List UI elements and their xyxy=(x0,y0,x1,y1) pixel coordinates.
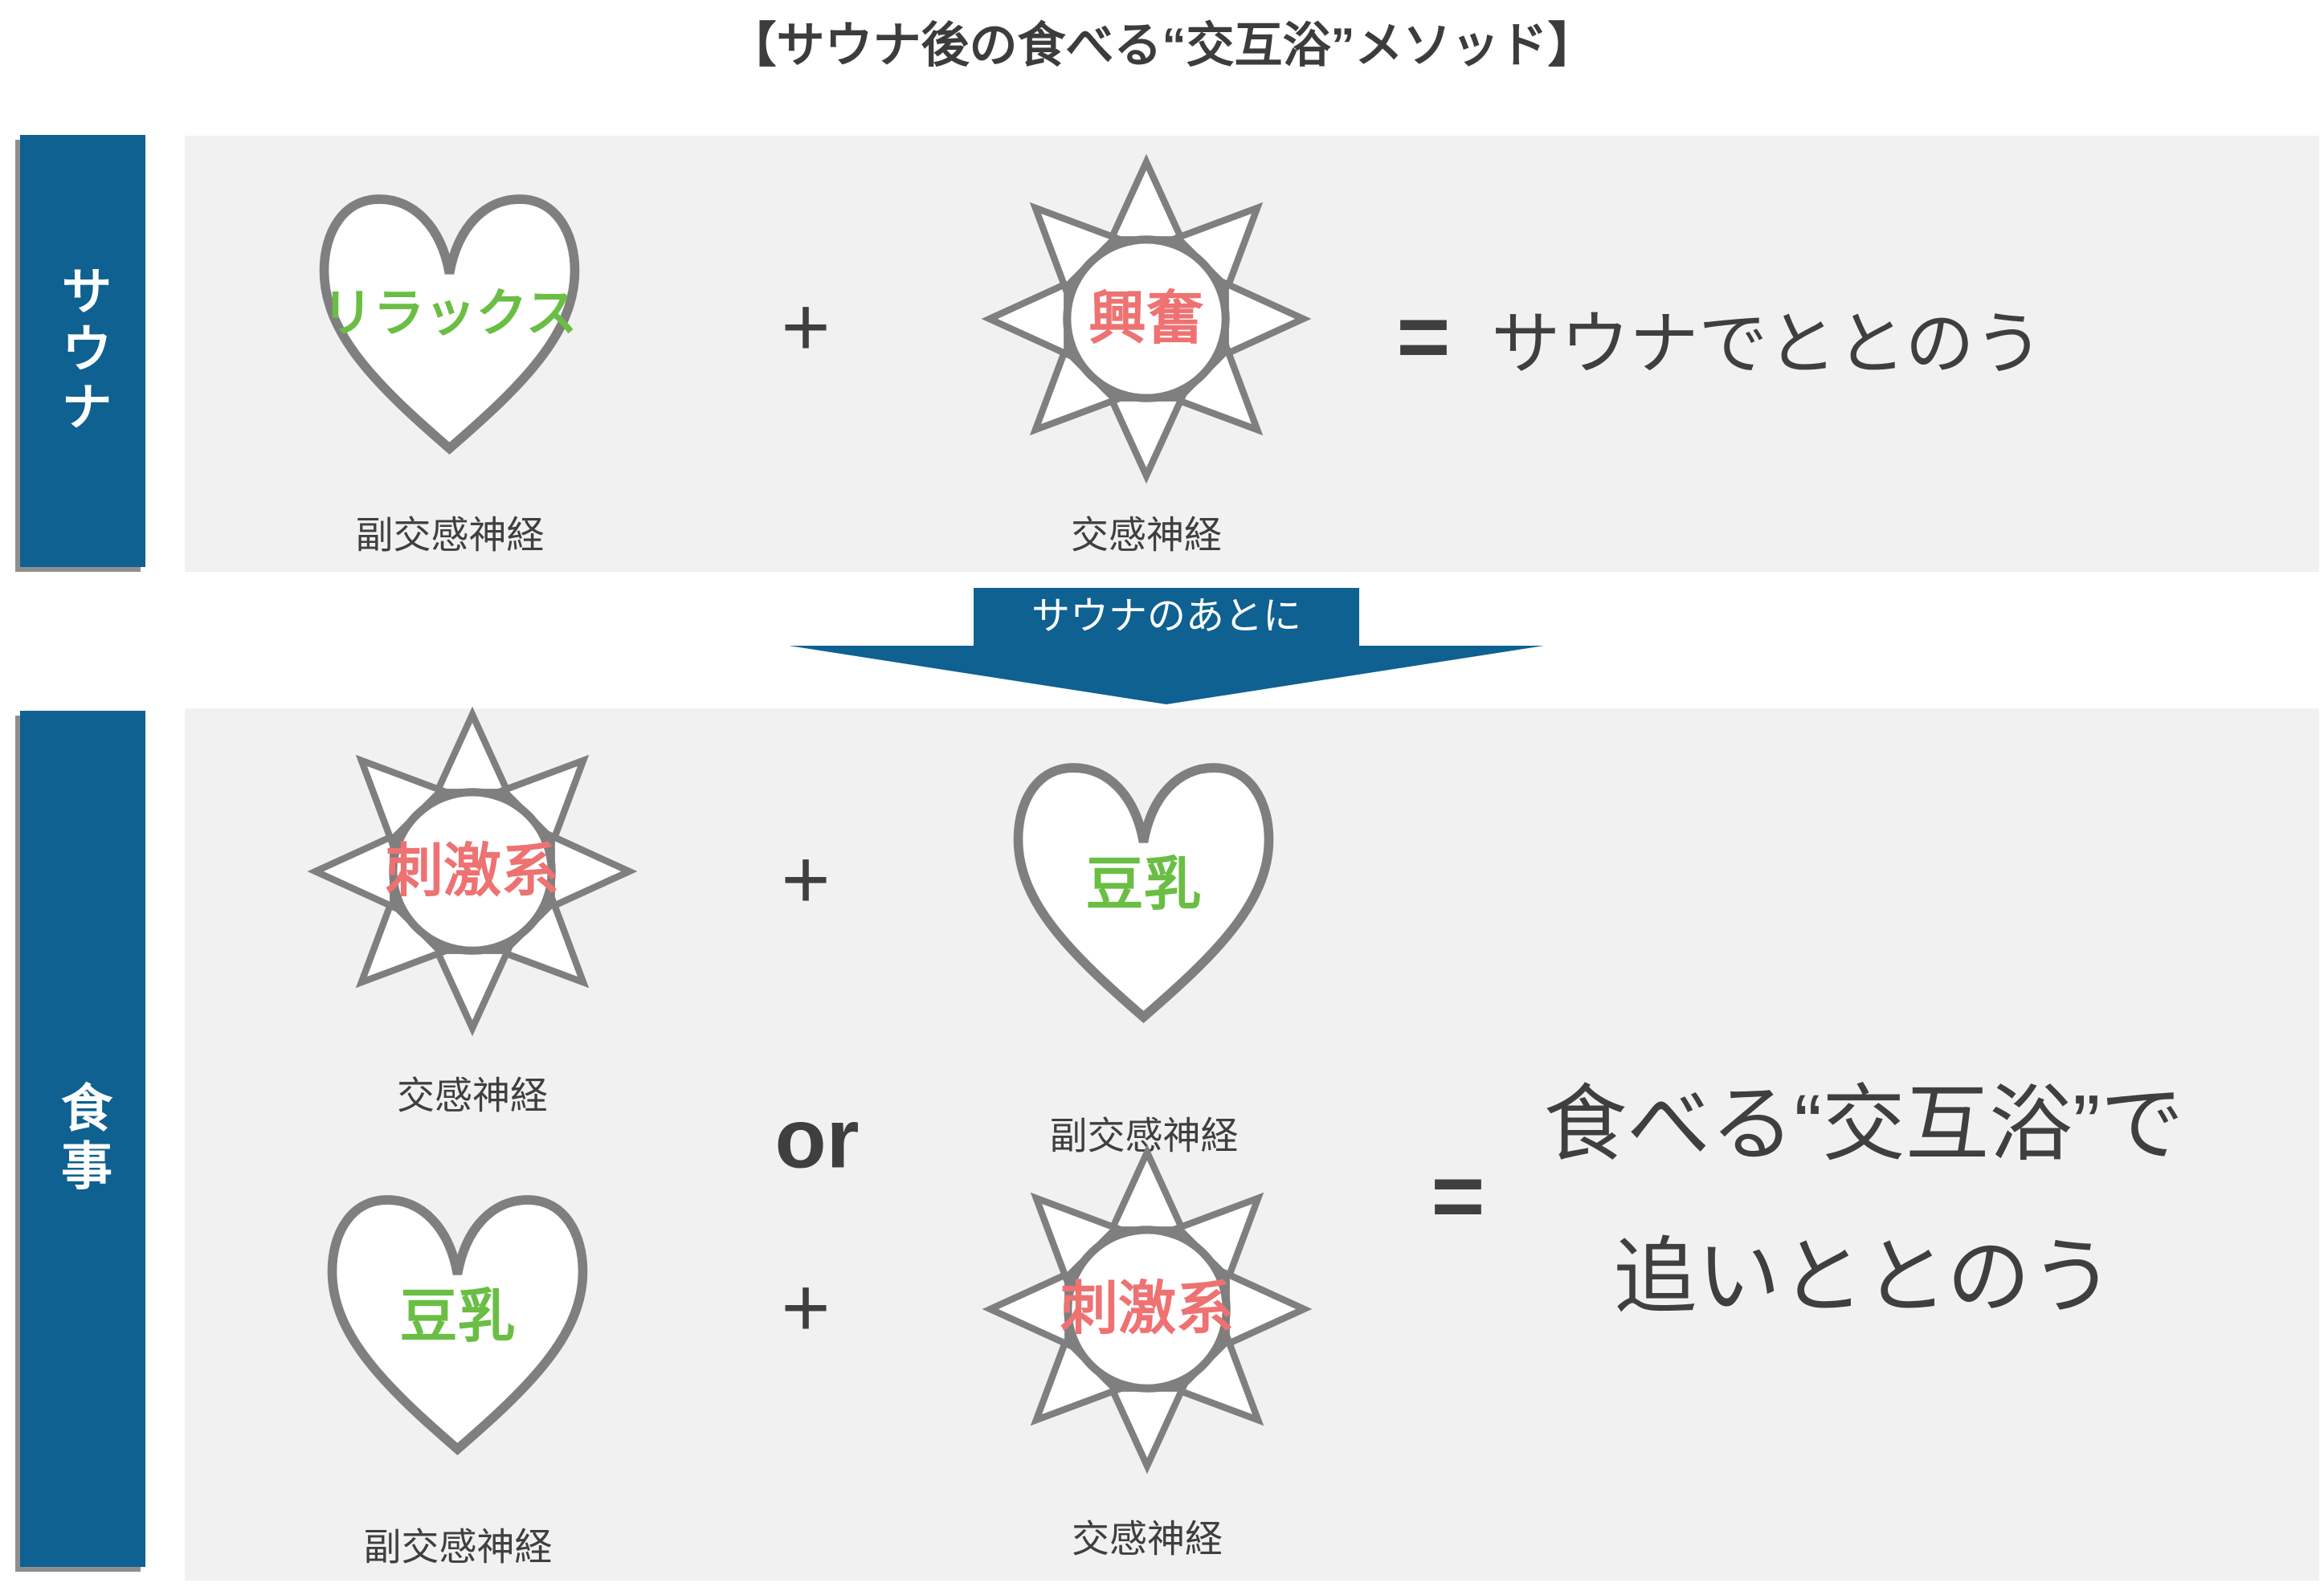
sauna-sidebar-label: サウナ xyxy=(54,264,112,438)
meal-row2-heart-caption: 副交感神経 xyxy=(363,1525,553,1569)
plus-sign: + xyxy=(781,1260,831,1355)
heart-icon xyxy=(327,1195,588,1455)
meal-row2-sun: 刺激系 xyxy=(978,1140,1316,1478)
meal-row1-heart-caption: 副交感神経 xyxy=(1049,1114,1239,1157)
meal-row1-sun-text: 刺激系 xyxy=(385,839,559,904)
sauna-heart: リラックス xyxy=(311,180,588,469)
sun-icon xyxy=(307,706,638,1037)
sun-icon xyxy=(981,153,1312,484)
down-arrow: サウナのあとに xyxy=(789,588,1544,704)
page-title: 【サウナ後の食べる“交互浴”メソッド】 xyxy=(728,18,1596,72)
down-arrow-label: サウナのあとに xyxy=(1031,595,1301,638)
meal-sidebar-label: 食事 xyxy=(54,1081,112,1197)
equals-sign: = xyxy=(1396,285,1451,389)
sauna-heart-caption: 副交感神経 xyxy=(355,513,545,557)
plus-sign: + xyxy=(781,832,831,927)
or-label: or xyxy=(774,1091,860,1186)
meal-row1-sun: 刺激系 xyxy=(304,703,641,1040)
meal-row1-heart: 豆乳 xyxy=(1005,749,1282,1038)
meal-row2-sun-caption: 交感神経 xyxy=(1072,1517,1223,1560)
meal-sidebar: 食事 xyxy=(20,711,145,1567)
sauna-sidebar: サウナ xyxy=(20,135,145,567)
sauna-result-text: サウナでととのう xyxy=(1491,305,2044,383)
heart-icon xyxy=(1013,763,1274,1023)
meal-result-line1: 食べる“交互浴”で xyxy=(1543,1078,2184,1172)
sun-icon xyxy=(982,1144,1313,1475)
down-arrow-icon xyxy=(789,588,1544,704)
meal-row2-heart: 豆乳 xyxy=(319,1181,596,1470)
sauna-sun: 興奮 xyxy=(978,150,1315,487)
meal-row1-sun-caption: 交感神経 xyxy=(397,1074,548,1117)
plus-sign: + xyxy=(781,279,831,374)
sauna-heart-text: リラックス xyxy=(321,284,578,342)
sauna-sun-caption: 交感神経 xyxy=(1071,513,1222,557)
sauna-sun-text: 興奮 xyxy=(1088,287,1204,351)
heart-icon xyxy=(319,194,580,455)
meal-row2-heart-text: 豆乳 xyxy=(399,1285,516,1349)
meal-row1-heart-text: 豆乳 xyxy=(1085,853,1202,917)
equals-sign: = xyxy=(1431,1144,1485,1248)
meal-row2-sun-text: 刺激系 xyxy=(1060,1277,1234,1341)
meal-result-line2: 追いととのう xyxy=(1613,1230,2114,1324)
